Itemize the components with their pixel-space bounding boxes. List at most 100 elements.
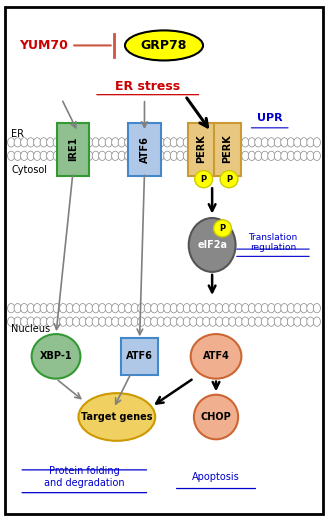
Ellipse shape <box>47 317 54 326</box>
Ellipse shape <box>177 138 184 147</box>
Text: P: P <box>219 224 226 233</box>
Ellipse shape <box>86 317 93 326</box>
Ellipse shape <box>151 151 158 160</box>
Text: Target genes: Target genes <box>81 412 153 422</box>
Ellipse shape <box>138 317 145 326</box>
Ellipse shape <box>248 304 256 313</box>
Ellipse shape <box>235 151 242 160</box>
Ellipse shape <box>242 304 249 313</box>
Ellipse shape <box>144 138 151 147</box>
Ellipse shape <box>47 151 54 160</box>
Ellipse shape <box>86 151 93 160</box>
Ellipse shape <box>170 138 177 147</box>
Ellipse shape <box>281 151 288 160</box>
Ellipse shape <box>242 317 249 326</box>
Ellipse shape <box>53 138 60 147</box>
Text: YUM70: YUM70 <box>19 39 68 52</box>
Ellipse shape <box>66 151 73 160</box>
Ellipse shape <box>8 317 15 326</box>
Ellipse shape <box>203 304 210 313</box>
Ellipse shape <box>307 304 314 313</box>
Ellipse shape <box>78 393 155 441</box>
Ellipse shape <box>300 138 307 147</box>
Ellipse shape <box>190 317 197 326</box>
FancyBboxPatch shape <box>214 122 241 176</box>
Ellipse shape <box>222 304 229 313</box>
Ellipse shape <box>33 317 41 326</box>
Ellipse shape <box>66 317 73 326</box>
Ellipse shape <box>27 138 34 147</box>
Ellipse shape <box>220 170 238 188</box>
Ellipse shape <box>118 138 125 147</box>
Text: Apoptosis: Apoptosis <box>192 472 240 482</box>
FancyBboxPatch shape <box>188 122 215 176</box>
Ellipse shape <box>274 138 281 147</box>
Ellipse shape <box>151 138 158 147</box>
Ellipse shape <box>14 304 21 313</box>
Ellipse shape <box>151 304 158 313</box>
FancyBboxPatch shape <box>128 122 161 176</box>
Ellipse shape <box>209 151 216 160</box>
Ellipse shape <box>60 317 67 326</box>
Ellipse shape <box>229 151 236 160</box>
Ellipse shape <box>72 138 80 147</box>
FancyBboxPatch shape <box>121 338 158 375</box>
Ellipse shape <box>229 138 236 147</box>
Ellipse shape <box>118 151 125 160</box>
Ellipse shape <box>164 304 171 313</box>
Ellipse shape <box>255 304 262 313</box>
Ellipse shape <box>281 138 288 147</box>
Ellipse shape <box>294 317 301 326</box>
Ellipse shape <box>131 138 138 147</box>
Ellipse shape <box>235 304 242 313</box>
Ellipse shape <box>27 151 34 160</box>
Ellipse shape <box>14 138 21 147</box>
Ellipse shape <box>229 317 236 326</box>
Ellipse shape <box>112 317 119 326</box>
Text: XBP-1: XBP-1 <box>40 351 72 362</box>
Ellipse shape <box>177 304 184 313</box>
Ellipse shape <box>72 317 80 326</box>
Ellipse shape <box>66 138 73 147</box>
Ellipse shape <box>216 304 223 313</box>
Text: ATF6: ATF6 <box>139 135 150 163</box>
Ellipse shape <box>268 138 275 147</box>
Ellipse shape <box>209 138 216 147</box>
Ellipse shape <box>86 138 93 147</box>
Ellipse shape <box>125 151 132 160</box>
Ellipse shape <box>170 151 177 160</box>
Ellipse shape <box>72 304 80 313</box>
Text: GRP78: GRP78 <box>141 39 187 52</box>
Ellipse shape <box>255 317 262 326</box>
Ellipse shape <box>92 304 99 313</box>
Ellipse shape <box>138 151 145 160</box>
Ellipse shape <box>307 138 314 147</box>
Text: ER: ER <box>11 129 24 139</box>
Ellipse shape <box>53 304 60 313</box>
Ellipse shape <box>157 317 164 326</box>
Text: Protein folding
and degradation: Protein folding and degradation <box>44 466 125 488</box>
Ellipse shape <box>274 151 281 160</box>
Ellipse shape <box>268 151 275 160</box>
Ellipse shape <box>99 151 106 160</box>
Ellipse shape <box>66 304 73 313</box>
Ellipse shape <box>8 304 15 313</box>
Ellipse shape <box>216 138 223 147</box>
Ellipse shape <box>86 304 93 313</box>
Ellipse shape <box>261 138 268 147</box>
Ellipse shape <box>300 317 307 326</box>
Ellipse shape <box>235 138 242 147</box>
Ellipse shape <box>60 138 67 147</box>
Text: UPR: UPR <box>257 113 282 123</box>
Ellipse shape <box>157 151 164 160</box>
Ellipse shape <box>72 151 80 160</box>
Ellipse shape <box>144 151 151 160</box>
Ellipse shape <box>21 138 28 147</box>
Text: CHOP: CHOP <box>201 412 232 422</box>
Ellipse shape <box>40 138 47 147</box>
Ellipse shape <box>300 151 307 160</box>
Ellipse shape <box>183 138 190 147</box>
Ellipse shape <box>131 304 138 313</box>
Ellipse shape <box>196 138 203 147</box>
Ellipse shape <box>191 334 241 379</box>
